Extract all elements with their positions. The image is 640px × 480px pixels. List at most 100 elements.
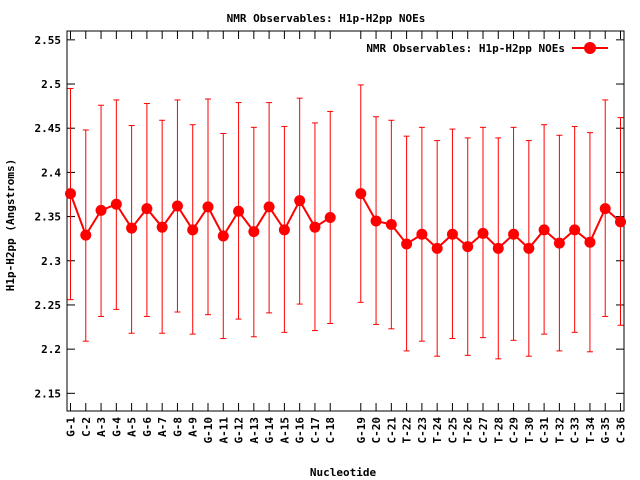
x-tick-label: G-35 xyxy=(599,417,612,444)
x-tick-label: C-23 xyxy=(416,417,429,444)
x-tick-label: G-10 xyxy=(202,417,215,444)
data-marker xyxy=(416,228,428,240)
x-tick-label: C-27 xyxy=(477,417,490,444)
data-marker xyxy=(538,224,550,236)
x-tick-label: C-18 xyxy=(324,417,337,444)
y-tick-label: 2.2 xyxy=(41,343,61,356)
data-marker xyxy=(80,229,92,241)
data-series xyxy=(65,84,626,360)
x-tick-label: C-2 xyxy=(80,417,93,437)
data-point xyxy=(80,129,92,342)
data-point xyxy=(615,117,626,326)
data-point xyxy=(263,102,275,314)
x-tick-label: T-30 xyxy=(523,417,536,444)
plot-frame xyxy=(66,30,625,412)
legend-marker xyxy=(584,42,596,54)
data-point xyxy=(171,99,183,313)
x-tick-label: A-13 xyxy=(248,417,261,444)
y-axis-label: H1p-H2pp (Angstroms) xyxy=(4,159,17,291)
data-point xyxy=(553,134,565,352)
data-marker xyxy=(553,237,565,249)
data-marker xyxy=(263,201,275,213)
x-tick-label: A-11 xyxy=(217,417,230,444)
data-point xyxy=(431,140,443,357)
data-marker xyxy=(446,228,458,240)
data-marker xyxy=(370,215,382,227)
x-tick-label: G-1 xyxy=(65,417,78,437)
x-tick-label: C-20 xyxy=(370,417,383,444)
data-marker xyxy=(355,188,367,200)
data-point xyxy=(477,126,489,339)
x-tick-label: T-26 xyxy=(462,417,475,444)
data-marker xyxy=(569,224,581,236)
legend: NMR Observables: H1p-H2pp NOEs xyxy=(366,42,608,55)
data-marker xyxy=(278,224,290,236)
series-line xyxy=(359,193,622,250)
y-tick-label: 2.55 xyxy=(35,34,62,47)
data-marker xyxy=(126,222,138,234)
data-marker xyxy=(599,203,611,215)
data-point xyxy=(278,125,290,333)
data-marker xyxy=(171,200,183,212)
y-tick-label: 2.4 xyxy=(41,166,61,179)
x-tick-label: C-17 xyxy=(309,417,322,444)
data-marker xyxy=(431,242,443,254)
data-point xyxy=(401,135,413,352)
data-point xyxy=(462,137,474,356)
x-tick-label: G-6 xyxy=(141,417,154,437)
x-tick-label: G-16 xyxy=(294,417,307,444)
data-marker xyxy=(615,216,626,228)
data-point xyxy=(294,97,306,305)
data-marker xyxy=(508,228,520,240)
data-marker xyxy=(401,238,413,250)
data-point xyxy=(110,99,122,310)
y-tick-label: 2.5 xyxy=(41,78,61,91)
data-marker xyxy=(217,230,229,242)
data-marker xyxy=(248,226,260,238)
data-marker xyxy=(324,211,336,223)
data-point xyxy=(65,87,76,301)
data-marker xyxy=(202,201,214,213)
data-point xyxy=(217,133,229,340)
x-tick-label: A-7 xyxy=(156,417,169,437)
x-tick-label: T-34 xyxy=(584,417,597,444)
legend-label: NMR Observables: H1p-H2pp NOEs xyxy=(366,42,565,55)
data-point xyxy=(370,116,382,325)
data-marker xyxy=(95,204,107,216)
x-tick-label: C-25 xyxy=(446,417,459,444)
x-tick-label: G-14 xyxy=(263,417,276,444)
data-point xyxy=(324,110,336,325)
data-point xyxy=(355,84,367,303)
y-tick-label: 2.15 xyxy=(35,387,62,400)
x-tick-label: G-8 xyxy=(171,417,184,437)
x-tick-label: T-28 xyxy=(492,417,505,444)
data-marker xyxy=(65,188,76,200)
x-axis-label: Nucleotide xyxy=(310,466,377,479)
data-point xyxy=(156,119,168,334)
data-point xyxy=(233,102,245,320)
data-point xyxy=(523,140,535,357)
x-tick-label: T-32 xyxy=(553,417,566,444)
data-point xyxy=(492,137,504,360)
data-point xyxy=(599,99,611,317)
series-line xyxy=(69,193,331,239)
data-point xyxy=(416,126,428,342)
x-tick-label: C-29 xyxy=(508,417,521,444)
data-marker xyxy=(141,203,153,215)
x-tick-label: C-21 xyxy=(385,417,398,444)
x-tick-label: A-5 xyxy=(126,417,139,437)
data-point xyxy=(202,98,214,316)
x-tick-label: G-4 xyxy=(110,417,123,437)
x-tick-label: T-22 xyxy=(401,417,414,444)
x-axis-ticks: G-1 C-2 A-3 G-4 A-5 G-6 A-7 G-8 A-9 G-10 A-11 G-12 A… xyxy=(65,31,628,444)
data-point xyxy=(187,124,199,335)
data-point xyxy=(446,128,458,340)
data-marker xyxy=(477,227,489,239)
data-point xyxy=(569,125,581,333)
data-marker xyxy=(110,198,122,210)
x-tick-label: G-12 xyxy=(233,417,246,444)
x-tick-label: T-24 xyxy=(431,417,444,444)
x-tick-label: C-33 xyxy=(569,417,582,444)
plot-border xyxy=(66,30,625,412)
